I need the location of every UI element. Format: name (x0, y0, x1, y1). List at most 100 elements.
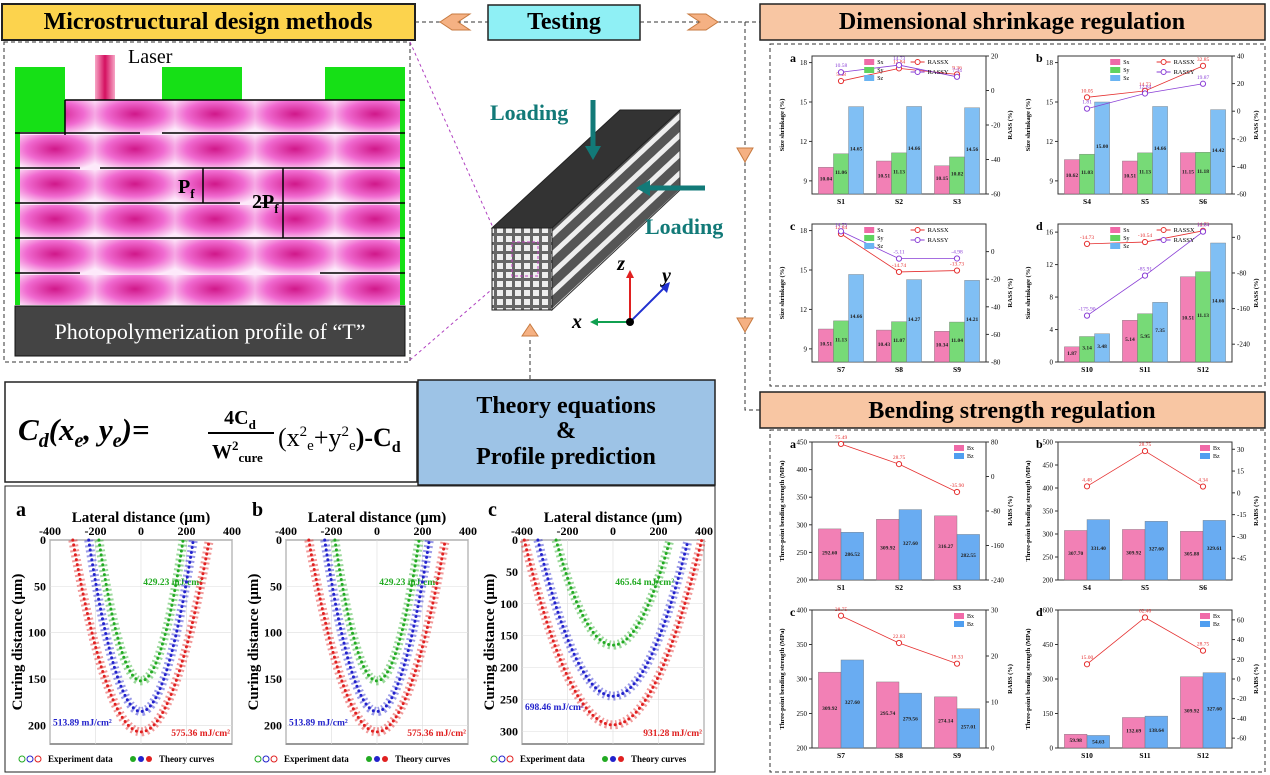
line-marker (953, 73, 961, 80)
bar-label: 10.51 (1124, 174, 1137, 180)
y2-axis-label: RABS (%) (1007, 496, 1014, 526)
y-tick-label: 50 (506, 565, 518, 579)
loading-label: Loading (645, 214, 723, 239)
y2-tick-label: 20 (991, 53, 999, 61)
legend-label: RASSX (1174, 227, 1195, 234)
y-tick-label: 0 (1050, 359, 1054, 367)
bar-label: 3.14 (1082, 345, 1092, 351)
bar (840, 532, 864, 581)
x-tick-label: S8 (895, 751, 903, 760)
y2-tick-label: -80 (991, 508, 1001, 516)
bar-label: 15.00 (1096, 144, 1109, 150)
pf-main: P (178, 176, 190, 198)
legend-label: Sz (877, 76, 883, 82)
y2-tick-label: 0 (991, 87, 995, 95)
bar-label: 327.60 (1207, 706, 1222, 712)
y-tick-label: 12 (1046, 261, 1054, 269)
bar-label: 10.15 (936, 176, 949, 182)
bar-label: 11.06 (835, 170, 847, 176)
line-marker (895, 61, 903, 69)
line-label: 62.40 (1139, 608, 1152, 614)
bar-label: 327.60 (903, 541, 918, 547)
legend-marker (914, 237, 921, 243)
bar-label: 54.63 (1092, 739, 1105, 745)
line-label: 75.49 (835, 435, 848, 441)
line-marker (1083, 661, 1091, 668)
y2-axis-label: RABS (%) (1253, 496, 1260, 526)
header-box (759, 391, 1266, 429)
eq-part: (x (278, 423, 300, 452)
y2-tick-label: -40 (991, 156, 1001, 164)
eq-part: )-C (356, 423, 392, 452)
x-tick-label: -200 (321, 524, 343, 538)
theory-curve (87, 538, 195, 714)
eq-sub: e (349, 438, 356, 454)
y2-tick-label: -160 (991, 542, 1004, 550)
legend-label: Bz (967, 622, 974, 628)
y2-tick-label: 0 (991, 248, 995, 256)
y-tick-label: 200 (797, 745, 808, 753)
legend-label: Sy (877, 68, 883, 74)
x-tick-label: S10 (1081, 365, 1093, 374)
bar-label: 309.92 (822, 706, 837, 712)
y-tick-label: 50 (34, 579, 46, 593)
y-tick-label: 4 (1050, 326, 1054, 334)
y2-tick-label: -20 (991, 276, 1001, 284)
x-tick-label: S11 (1139, 365, 1151, 374)
legend-label: Bx (967, 614, 974, 620)
legend-swatch (1110, 75, 1121, 81)
bar (1094, 333, 1110, 363)
bar-label: 11.03 (1081, 170, 1093, 176)
bar-label: 11.13 (1197, 313, 1209, 319)
x-tick-label: S1 (837, 583, 845, 592)
y2-tick-label: 30 (991, 607, 999, 615)
eq-denominator: W2cure (212, 438, 263, 465)
bar (956, 708, 980, 749)
y2-tick-label: -15 (1237, 511, 1247, 519)
y-tick-label: 0 (276, 533, 282, 547)
eq-part: )= (119, 412, 150, 447)
legend-label: RASSY (1174, 69, 1195, 76)
x-tick-label: 400 (223, 524, 241, 538)
legend-swatch (864, 243, 875, 249)
y-tick-label: 16 (1046, 229, 1054, 237)
legend-marker (506, 755, 514, 763)
legend-swatch (1110, 243, 1121, 249)
x-tick-label: S2 (895, 197, 903, 206)
y-axis-label: Three-point bending strength (MPa) (779, 460, 786, 561)
x-tick-label: 0 (138, 524, 144, 538)
line-label: 10.05 (1081, 88, 1094, 94)
bar-label: 295.74 (880, 711, 895, 717)
bar-label: 11.13 (1139, 169, 1151, 175)
y-axis-label: Size shrinkage (%) (779, 99, 786, 152)
bar-label: 14.66 (1154, 146, 1167, 152)
bar-label: 274.14 (938, 718, 953, 724)
line-label: 32.85 (1197, 57, 1210, 63)
panel-letter: c (790, 219, 796, 233)
x-tick-label: S6 (1199, 197, 1207, 206)
theory-curve (71, 538, 211, 734)
bar-label: 14.66 (908, 146, 921, 152)
bar (1144, 521, 1168, 581)
legend-marker (138, 756, 144, 762)
x-tick-label: S10 (1081, 751, 1093, 760)
x-tick-label: 200 (414, 524, 432, 538)
pf-main: 2P (252, 191, 274, 213)
x-tick-label: S9 (953, 751, 961, 760)
legend-label: RASSX (928, 59, 949, 66)
y-tick-label: 100 (264, 626, 282, 640)
eq-sup: 2 (300, 424, 308, 440)
panel-letter: a (790, 437, 796, 451)
x-tick-label: S4 (1083, 583, 1091, 592)
legend-swatch (1110, 67, 1121, 73)
bar (840, 659, 864, 749)
y2-axis-label: RASS (%) (1007, 110, 1014, 139)
bar-label: 279.56 (903, 717, 918, 723)
bar (848, 274, 864, 363)
y2-tick-label: -80 (1237, 269, 1247, 277)
legend-marker (366, 756, 372, 762)
y2-axis-label: RASS (%) (1253, 110, 1260, 139)
eq-sub: e (113, 430, 122, 452)
bar-label: 14.66 (1212, 298, 1225, 304)
legend-label: RASSX (1174, 59, 1195, 66)
